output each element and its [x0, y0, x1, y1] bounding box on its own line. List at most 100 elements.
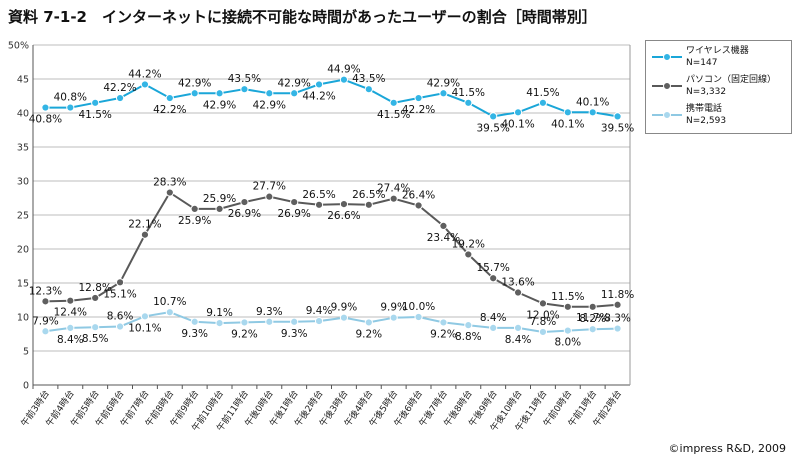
data-point — [115, 278, 125, 287]
data-point — [464, 321, 473, 330]
data-label: 15.7% — [477, 262, 510, 274]
data-point — [439, 221, 448, 230]
data-label: 7.9% — [32, 315, 59, 327]
legend-label-pc: パソコン（固定回線） — [686, 75, 777, 85]
data-point — [140, 230, 150, 239]
data-label: 9.1% — [206, 307, 233, 319]
data-label: 10.7% — [153, 296, 186, 308]
data-label: 26.9% — [228, 208, 261, 220]
data-point — [414, 312, 423, 322]
data-label: 42.9% — [427, 77, 460, 89]
data-point — [314, 200, 324, 209]
legend-n-mobile: N=2,593 — [686, 116, 727, 126]
data-point — [588, 108, 597, 117]
data-point — [91, 293, 100, 303]
series-line-0 — [45, 78, 618, 118]
legend: ワイヤレス機器 N=147 パソコン（固定回線） N=3,332 携帯電話 N=… — [645, 40, 792, 134]
data-point — [190, 89, 199, 98]
y-tick-label: 0 — [23, 381, 29, 392]
data-point — [290, 197, 299, 207]
legend-n-pc: N=3,332 — [686, 87, 727, 97]
data-label: 9.3% — [181, 328, 208, 340]
data-label: 12.8% — [79, 282, 112, 294]
data-point — [165, 308, 174, 317]
data-point — [563, 108, 572, 117]
data-label: 12.3% — [29, 285, 62, 297]
data-point — [265, 89, 274, 98]
data-label: 8.0% — [554, 337, 581, 349]
y-tick-label: 45 — [17, 75, 29, 86]
data-label: 25.9% — [178, 215, 211, 227]
data-point — [538, 299, 548, 308]
data-point — [513, 108, 523, 117]
legend-label-mobile: 携帯電話 — [686, 104, 723, 114]
data-point — [339, 75, 349, 84]
data-point — [389, 98, 398, 107]
data-point — [314, 316, 324, 326]
data-label: 42.9% — [178, 77, 211, 89]
data-point — [489, 323, 498, 332]
data-point — [513, 323, 523, 332]
data-label: 27.7% — [253, 181, 286, 193]
data-label: 13.6% — [501, 277, 534, 289]
data-label: 26.5% — [352, 189, 385, 201]
data-point — [41, 297, 50, 306]
series-line-2 — [45, 311, 618, 334]
data-point — [364, 85, 373, 94]
data-label: 27.4% — [377, 183, 410, 195]
data-label: 12.4% — [54, 307, 87, 319]
data-label: 9.9% — [380, 302, 407, 314]
data-point — [190, 317, 199, 326]
data-point — [613, 300, 622, 309]
data-label: 26.9% — [278, 208, 311, 220]
data-point — [165, 93, 174, 103]
y-tick-label: 50% — [8, 41, 29, 52]
data-label: 41.5% — [526, 87, 559, 99]
data-label: 39.5% — [477, 122, 510, 134]
data-label: 26.6% — [327, 210, 360, 222]
data-label: 10.1% — [128, 322, 161, 334]
legend-swatch-pc — [652, 82, 682, 90]
data-label: 8.2% — [579, 313, 606, 325]
data-point — [414, 201, 423, 210]
data-point — [563, 302, 572, 311]
data-label: 23.4% — [427, 232, 460, 244]
data-point — [339, 313, 349, 322]
data-point — [613, 324, 622, 333]
data-point — [91, 98, 100, 107]
data-label: 12.0% — [526, 309, 559, 321]
data-label: 39.5% — [601, 122, 634, 134]
data-label: 8.8% — [455, 331, 482, 343]
data-point — [115, 93, 125, 103]
data-label: 40.1% — [576, 96, 609, 108]
data-point — [265, 192, 274, 201]
data-point — [41, 103, 50, 112]
data-label: 43.5% — [352, 73, 385, 85]
y-tick-label: 10 — [17, 313, 29, 324]
legend-item-wireless: ワイヤレス機器 N=147 — [652, 45, 790, 73]
data-point — [190, 204, 199, 213]
data-label: 44.9% — [327, 64, 360, 76]
y-tick-label: 40 — [17, 109, 29, 120]
data-label: 40.1% — [501, 118, 534, 130]
data-label: 9.9% — [331, 302, 358, 314]
series-line-1 — [45, 191, 618, 308]
data-point — [588, 325, 597, 334]
data-label: 9.2% — [430, 328, 457, 340]
data-point — [115, 322, 125, 331]
data-label: 9.2% — [231, 328, 258, 340]
data-label: 22.1% — [128, 219, 161, 231]
data-label: 11.7% — [576, 312, 609, 324]
data-point — [489, 112, 498, 121]
data-point — [66, 103, 75, 112]
data-point — [290, 317, 299, 326]
data-label: 8.5% — [82, 333, 109, 345]
data-point — [240, 197, 249, 207]
data-point — [240, 318, 249, 327]
data-point — [489, 274, 498, 283]
data-label: 43.5% — [228, 73, 261, 85]
data-point — [364, 200, 373, 209]
y-tick-label: 30 — [17, 177, 29, 188]
legend-item-pc: パソコン（固定回線） N=3,332 — [652, 74, 790, 102]
